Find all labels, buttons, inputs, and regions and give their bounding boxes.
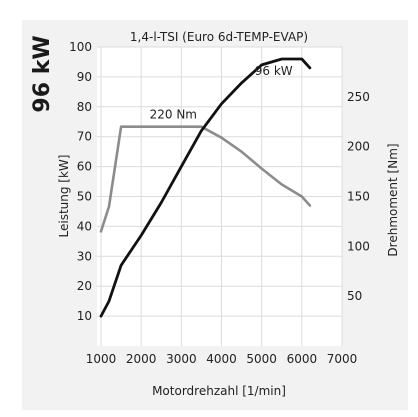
left-axis-label: Leistung [kW] [57,155,71,238]
right-tick-label: 250 [347,90,370,104]
left-tick-label: 100 [69,40,92,54]
power-peak-label: 96 kW [255,64,293,78]
right-tick-label: 100 [347,239,370,253]
torque-peak-label: 220 Nm [150,108,197,122]
right-tick-label: 200 [347,140,370,154]
left-tick-label: 20 [77,279,92,293]
x-tick-label: 5000 [246,352,277,366]
left-tick-label: 70 [77,130,92,144]
left-tick-label: 30 [77,249,92,263]
x-axis-ticks: 1000 2000 3000 4000 5000 6000 7000 [86,352,358,366]
headline-power: 96 kW [30,35,55,112]
left-tick-label: 90 [77,70,92,84]
x-tick-label: 7000 [327,352,358,366]
left-tick-label: 50 [77,190,92,204]
right-tick-label: 150 [347,190,370,204]
x-tick-label: 2000 [126,352,157,366]
chart-title: 1,4-l-TSI (Euro 6d-TEMP-EVAP) [130,30,308,44]
x-tick-label: 4000 [206,352,237,366]
left-axis-ticks: 10 20 30 40 50 60 70 80 90 100 [69,40,92,323]
x-tick-label: 3000 [166,352,197,366]
series-line-drehmoment [99,125,312,233]
left-tick-label: 80 [77,100,92,114]
right-axis-label: Drehmoment [Nm] [386,143,400,256]
series-lines: 96 kW 220 Nm [99,57,312,318]
right-axis-ticks: 50 100 150 200 250 [347,90,370,303]
x-tick-label: 1000 [86,352,117,366]
left-tick-label: 40 [77,219,92,233]
x-tick-label: 6000 [287,352,318,366]
left-tick-label: 10 [77,309,92,323]
x-axis-label: Motordrehzahl [1/min] [152,384,286,398]
series-line-leistung [99,57,312,318]
right-tick-label: 50 [347,289,362,303]
left-tick-label: 60 [77,160,92,174]
